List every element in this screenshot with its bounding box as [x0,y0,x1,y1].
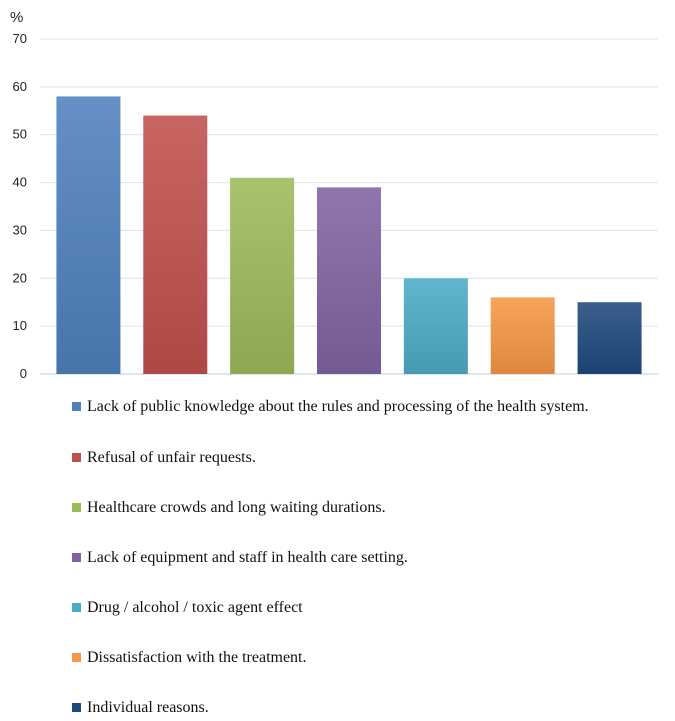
legend-swatch [72,553,81,562]
legend-swatch [72,653,81,662]
bar [56,96,121,374]
legend-item: Lack of equipment and staff in health ca… [72,547,662,568]
bar [230,177,295,374]
legend-swatch [72,453,81,462]
legend-swatch [72,703,81,712]
legend-item: Individual reasons. [72,697,662,718]
bar-chart: % 0 10 20 30 40 50 60 70 [10,9,658,381]
bar [317,187,381,374]
legend-swatch [72,603,81,612]
legend-label: Healthcare crowds and long waiting durat… [87,499,386,516]
y-tick-label: 10 [13,318,27,333]
bar [403,278,468,374]
legend-item: Dissatisfaction with the treatment. [72,647,662,668]
y-axis-unit-label: % [10,9,23,26]
legend-item: Healthcare crowds and long waiting durat… [72,497,662,518]
bar [490,297,555,374]
y-tick-label: 0 [20,366,27,381]
legend-label: Dissatisfaction with the treatment. [87,649,307,666]
legend-swatch [72,503,81,512]
legend-item: Refusal of unfair requests. [72,447,662,468]
y-tick-label: 30 [13,222,27,237]
y-tick-label: 50 [13,127,27,142]
bar [577,302,642,374]
legend-label: Lack of equipment and staff in health ca… [87,549,408,566]
legend-label: Individual reasons. [87,699,209,716]
y-tick-label: 40 [13,175,27,190]
legend-label: Lack of public knowledge about the rules… [87,398,589,415]
legend-item: Lack of public knowledge about the rules… [72,396,662,417]
legend-item: Drug / alcohol / toxic agent effect [72,597,662,618]
y-tick-label: 20 [13,270,27,285]
y-tick-label: 70 [13,31,27,46]
bars [56,96,642,375]
y-tick-label: 60 [13,79,27,94]
legend-label: Refusal of unfair requests. [87,449,256,466]
bar [143,115,208,375]
legend-label: Drug / alcohol / toxic agent effect [87,599,303,616]
legend-swatch [72,402,81,411]
y-axis-ticks: 0 10 20 30 40 50 60 70 [13,31,27,381]
